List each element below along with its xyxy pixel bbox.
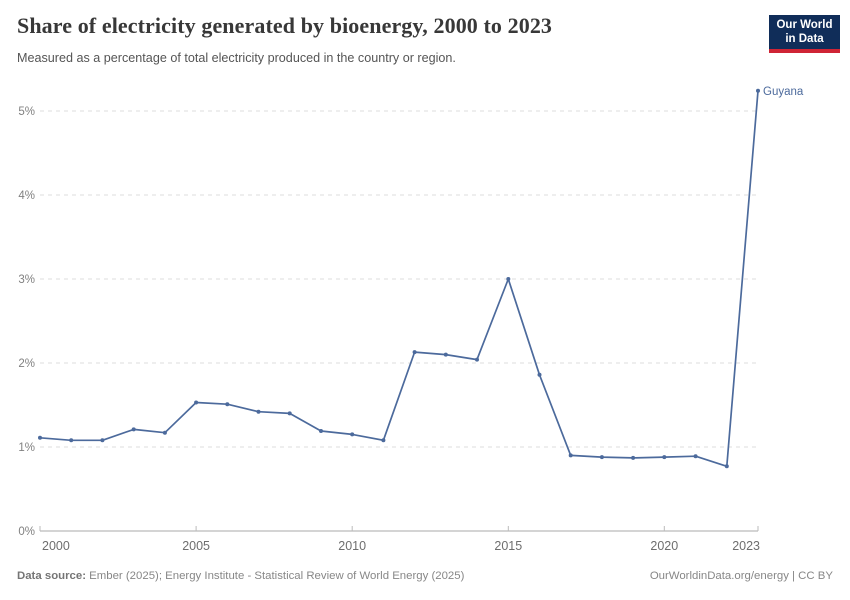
x-tick-label: 2005 [182, 539, 210, 553]
y-tick-label: 5% [18, 106, 35, 118]
data-point [412, 350, 417, 355]
y-tick-label: 2% [18, 358, 35, 370]
x-tick-label: 2020 [650, 539, 678, 553]
data-source-label: Data source: [17, 570, 87, 582]
x-tick-label: 2023 [732, 539, 760, 553]
series-label-guyana: Guyana [763, 86, 804, 98]
data-point [225, 402, 230, 407]
data-point [319, 429, 323, 433]
data-point [631, 455, 636, 460]
owid-logo: Our World in Data [769, 15, 840, 54]
data-point [350, 432, 355, 437]
x-tick-label: 2015 [494, 539, 522, 553]
data-point [69, 438, 74, 443]
owid-logo-line2: in Data [785, 32, 824, 45]
data-point [537, 372, 542, 377]
data-point [693, 454, 698, 459]
data-point [162, 430, 167, 435]
data-point [475, 357, 479, 362]
data-point [38, 435, 42, 440]
data-point [724, 464, 729, 469]
data-point [381, 438, 386, 443]
y-tick-label: 1% [18, 442, 35, 454]
owid-logo-line1: Our World [776, 19, 833, 31]
y-tick-label: 0% [18, 526, 35, 538]
data-point [194, 400, 199, 405]
data-source-text: Ember (2025); Energy Institute - Statist… [86, 570, 465, 582]
credit-link: OurWorldinData.org/energy | CC BY [649, 570, 833, 582]
data-point [756, 88, 760, 93]
x-tick-label: 2010 [338, 539, 366, 553]
chart-title: Share of electricity generated by bioene… [17, 13, 553, 38]
data-point [568, 453, 573, 458]
x-tick-label: 2000 [42, 539, 70, 553]
data-point [599, 455, 604, 460]
data-point [662, 455, 667, 460]
data-point [256, 409, 261, 414]
data-point [506, 277, 511, 281]
series-line [39, 89, 759, 468]
y-tick-label: 4% [18, 190, 35, 202]
data-point [443, 352, 448, 357]
y-tick-label: 3% [18, 274, 35, 286]
data-point [131, 427, 136, 432]
chart-footer: Data source: Ember (2025); Energy Instit… [17, 570, 833, 582]
data-point [287, 411, 292, 416]
data-point [100, 438, 105, 443]
data-source: Data source: Ember (2025); Energy Instit… [17, 570, 464, 582]
chart-subtitle: Measured as a percentage of total electr… [17, 51, 456, 65]
